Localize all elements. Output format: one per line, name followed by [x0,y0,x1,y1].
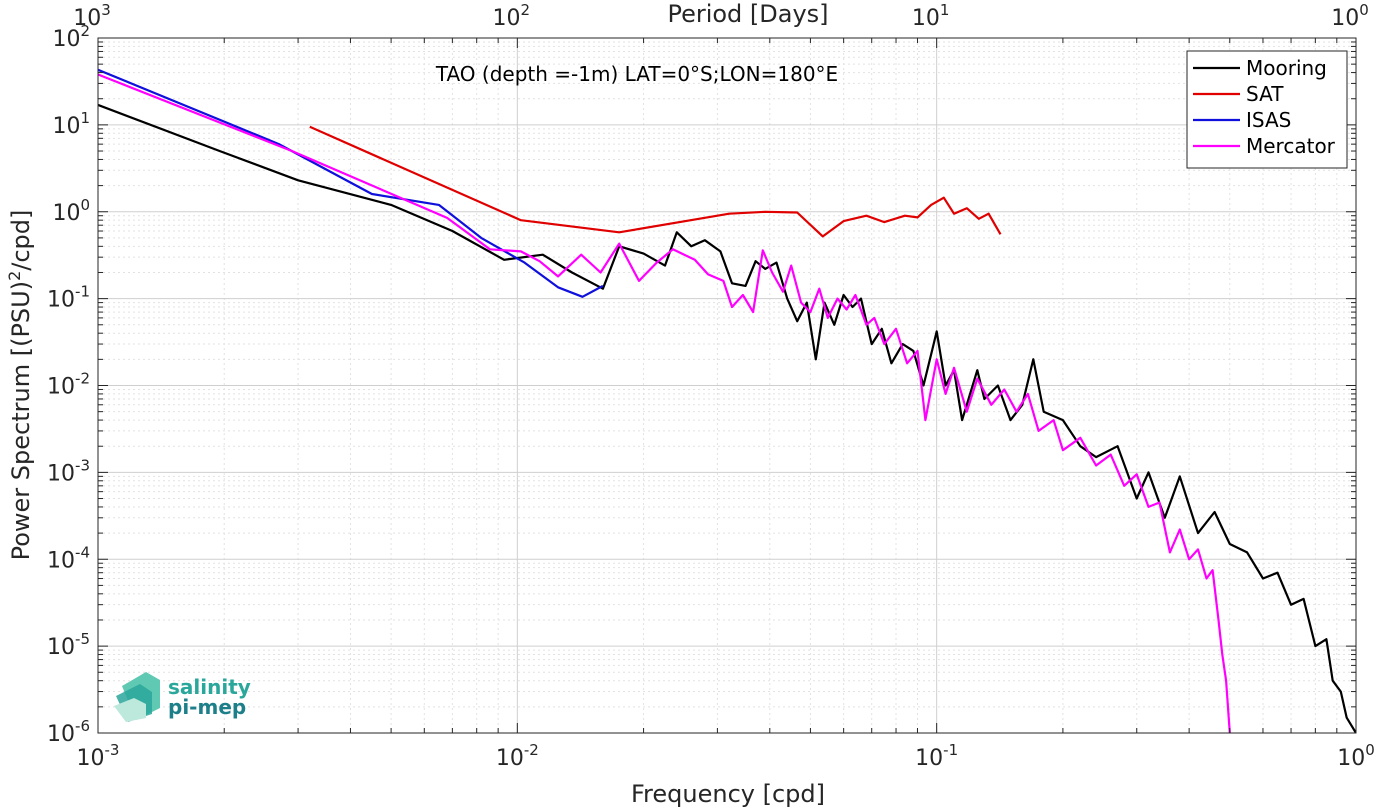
y-tick-label-base: 10 [47,548,75,573]
series-line-mooring [98,103,1356,733]
top-tick-label: 103 [73,1,111,31]
logo-mark-icon [114,672,160,722]
y-tick-label: 10-5 [47,630,90,660]
y-axis-label-tail: /cpd] [7,210,35,271]
y-tick-label-exp: -6 [75,717,90,735]
y-tick-label: 100 [52,196,90,226]
top-tick-label-base: 10 [493,6,521,31]
y-tick-label: 10-6 [47,717,90,747]
salinity-pi-mep-logo: salinity pi-mep [114,672,251,722]
x-tick-label: 10-1 [915,741,958,771]
top-tick-label: 102 [493,1,531,31]
y-tick-label-base: 10 [47,375,75,400]
top-tick-label-base: 10 [1331,6,1359,31]
x-axis-label: Frequency [cpd] [631,780,825,808]
y-tick-label-base: 10 [47,461,75,486]
top-tick-label-exp: 1 [940,1,950,19]
y-tick-label-exp: 2 [80,22,90,40]
y-tick-label-exp: 0 [80,196,90,214]
chart-title: TAO (depth =-1m) LAT=0°S;LON=180°E [435,62,838,86]
y-tick-label: 10-1 [47,283,90,313]
x-tick-label: 10-3 [77,741,120,771]
y-axis-label: Power Spectrum [(PSU)2/cpd] [5,210,35,561]
x-tick-label-exp: 0 [1365,741,1375,759]
y-tick-label: 10-3 [47,456,90,486]
y-axis-label-main: Power Spectrum [(PSU) [7,281,35,560]
legend-label-mooring: Mooring [1246,56,1327,80]
y-tick-label: 101 [52,109,90,139]
y-tick-label: 10-4 [47,543,90,573]
y-tick-label-exp: -1 [75,283,90,301]
y-tick-label-exp: -5 [75,630,90,648]
top-tick-label-exp: 3 [101,1,111,19]
x-tick-label-exp: -1 [943,741,958,759]
x-tick-label-base: 10 [496,746,524,771]
top-tick-label: 101 [912,1,950,31]
logo-text-line1: salinity [168,675,251,699]
y-tick-label: 10-2 [47,370,90,400]
y-tick-label-base: 10 [47,288,75,313]
top-tick-label: 100 [1331,1,1369,31]
y-tick-label-exp: -4 [75,543,90,561]
y-tick-label-base: 10 [52,201,80,226]
x-tick-label-base: 10 [915,746,943,771]
top-tick-label-base: 10 [73,6,101,31]
y-axis-label-exp: 2 [5,271,24,281]
legend-label-mercator: Mercator [1246,134,1336,158]
legend-label-isas: ISAS [1246,108,1291,132]
series-group [98,68,1356,733]
y-tick-label-base: 10 [52,114,80,139]
y-tick-label-exp: 1 [80,109,90,127]
y-tick-label-exp: -2 [75,370,90,388]
x-tick-label-exp: -3 [105,741,120,759]
x-tick-label-exp: -2 [524,741,539,759]
y-tick-label: 102 [52,22,90,52]
top-tick-label-base: 10 [912,6,940,31]
top-tick-label-exp: 0 [1359,1,1369,19]
logo-text-line2: pi-mep [168,695,246,719]
x-tick-label-base: 10 [1337,746,1365,771]
series-line-mercator [98,73,1231,733]
legend-label-sat: SAT [1246,82,1284,106]
y-tick-label-exp: -3 [75,456,90,474]
x-tick-label: 10-2 [496,741,539,771]
top-axis-label: Period [Days] [667,0,828,28]
y-tick-label-base: 10 [47,722,75,747]
ticks [97,38,1356,734]
x-tick-label-base: 10 [77,746,105,771]
legend-box [1186,50,1348,169]
series-line-sat [309,125,1002,238]
top-tick-label-exp: 2 [521,1,531,19]
series-line-isas [98,68,604,298]
y-tick-label-base: 10 [47,635,75,660]
y-tick-label-base: 10 [52,27,80,52]
x-tick-label: 100 [1337,741,1375,771]
grid [98,38,1356,733]
